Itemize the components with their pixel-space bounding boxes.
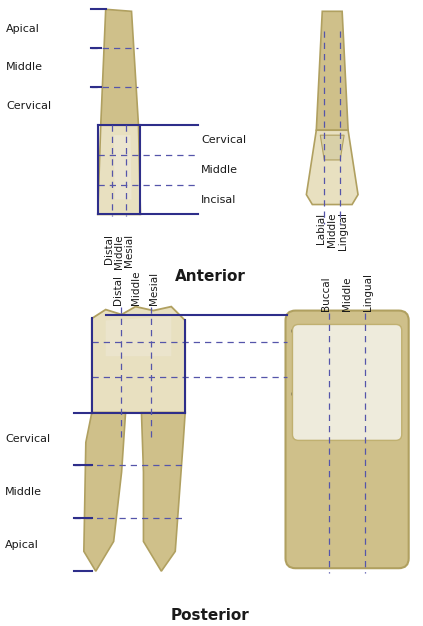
Text: Cervical: Cervical <box>291 390 335 400</box>
Text: Middle: Middle <box>291 354 327 364</box>
Polygon shape <box>114 135 132 200</box>
FancyBboxPatch shape <box>286 310 409 568</box>
Text: Buccal: Buccal <box>321 276 331 310</box>
FancyBboxPatch shape <box>292 324 402 440</box>
Text: Mesial: Mesial <box>149 272 159 305</box>
Text: Anterior: Anterior <box>175 269 245 284</box>
Text: Middle: Middle <box>201 165 238 175</box>
Text: Middle: Middle <box>327 212 337 247</box>
Text: Incisal: Incisal <box>201 195 236 205</box>
Polygon shape <box>106 317 171 356</box>
Text: Lingual: Lingual <box>338 212 348 250</box>
Polygon shape <box>306 130 358 205</box>
Text: Middle: Middle <box>5 487 42 497</box>
Text: Labial: Labial <box>316 212 326 244</box>
Text: Posterior: Posterior <box>170 608 250 623</box>
Text: Cervical: Cervical <box>5 434 50 444</box>
Polygon shape <box>320 135 344 160</box>
Text: Middle: Middle <box>131 270 141 305</box>
Polygon shape <box>84 413 126 571</box>
Text: Apical: Apical <box>6 24 40 34</box>
Text: Lingual: Lingual <box>363 272 373 310</box>
Text: Middle: Middle <box>114 234 124 269</box>
Polygon shape <box>141 413 185 571</box>
Text: Mesial: Mesial <box>124 234 134 267</box>
Text: Middle: Middle <box>342 276 352 310</box>
Text: Distal: Distal <box>113 275 123 305</box>
Text: Occlusal: Occlusal <box>291 327 338 337</box>
Polygon shape <box>101 9 138 125</box>
Text: Apical: Apical <box>5 540 39 550</box>
Text: Distal: Distal <box>104 234 114 264</box>
Polygon shape <box>98 125 140 215</box>
Polygon shape <box>92 307 185 413</box>
Text: Cervical: Cervical <box>201 135 246 145</box>
Text: Cervical: Cervical <box>6 101 52 111</box>
Polygon shape <box>316 11 348 130</box>
Text: Middle: Middle <box>6 63 43 72</box>
